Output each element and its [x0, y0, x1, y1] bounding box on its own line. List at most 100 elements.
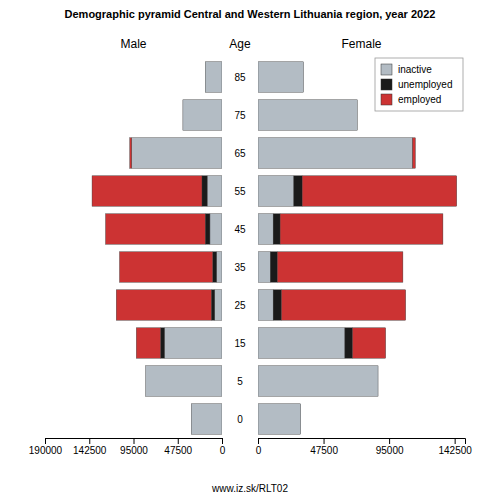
bar-segment	[182, 100, 183, 130]
bar-segment	[161, 328, 165, 358]
bar-segment	[207, 176, 222, 206]
bar-segment	[205, 62, 222, 92]
bar-segment	[258, 404, 301, 434]
bar-segment	[191, 404, 222, 434]
bar-segment	[357, 100, 358, 130]
bar-segment	[211, 290, 214, 320]
legend-label: employed	[398, 94, 441, 105]
age-label: 5	[237, 376, 243, 387]
legend: inactive unemployed employed	[375, 58, 463, 111]
bar-segment	[258, 62, 304, 92]
bar-segment	[205, 214, 210, 244]
tick-label: 190000	[29, 445, 63, 456]
x-axis: 0 47500 95000 142500 190000	[29, 438, 226, 456]
column-header: Female	[341, 37, 381, 51]
bar-segment	[303, 62, 304, 92]
bar-segment	[303, 62, 304, 92]
column-header: Age	[229, 37, 251, 51]
tick-mark	[45, 438, 46, 444]
bar-segment	[300, 404, 301, 434]
bar-segment	[182, 100, 183, 130]
tick-label: 142500	[73, 445, 107, 456]
legend-label: unemployed	[398, 79, 452, 90]
bar-segment	[300, 404, 301, 434]
bar-segment	[280, 214, 443, 244]
tick-label: 142500	[438, 445, 472, 456]
bar-segment	[357, 100, 358, 130]
title: Demographic pyramid Central and Western …	[65, 8, 436, 20]
bar-segment	[136, 328, 160, 358]
age-label: 55	[234, 186, 246, 197]
bar-segment	[258, 252, 270, 282]
bar-segment	[258, 214, 273, 244]
bar-segment	[378, 366, 379, 396]
tick-mark	[178, 438, 179, 444]
legend-label: inactive	[398, 64, 432, 75]
legend-item: inactive	[381, 64, 432, 75]
age-label: 15	[234, 338, 246, 349]
tick: 0	[220, 438, 226, 456]
tick: 190000	[29, 438, 63, 456]
tick: 142500	[73, 438, 107, 456]
age-labels: 051525354555657585	[234, 72, 246, 425]
tick-label: 47500	[310, 445, 338, 456]
bar-segment	[183, 100, 222, 130]
legend-swatch	[381, 94, 392, 105]
bar-segment	[205, 62, 206, 92]
tick: 142500	[438, 438, 472, 456]
bar-segment	[202, 176, 207, 206]
legend-item: unemployed	[381, 79, 452, 90]
bar-segment	[258, 366, 378, 396]
axis-line	[46, 439, 223, 445]
bar-segment	[213, 252, 217, 282]
tick: 47500	[164, 438, 192, 456]
bar-segment	[258, 290, 273, 320]
tick-mark	[324, 438, 325, 444]
bar-segment	[164, 328, 222, 358]
legend-item: employed	[381, 94, 441, 105]
axis-line	[259, 439, 466, 445]
age-label: 75	[234, 110, 246, 121]
age-label: 0	[237, 414, 243, 425]
tick-mark	[89, 438, 90, 444]
bar-segment	[205, 62, 206, 92]
bars	[258, 62, 457, 434]
bar-segment	[294, 176, 302, 206]
chart: Demographic pyramid Central and Western …	[0, 0, 500, 500]
tick-label: 0	[220, 445, 226, 456]
bar-segment	[191, 404, 192, 434]
tick-mark	[134, 438, 135, 444]
legend-swatch	[381, 79, 392, 90]
tick: 95000	[376, 438, 404, 456]
legend-frame	[375, 58, 463, 111]
bar-segment	[132, 138, 222, 168]
age-label: 85	[234, 72, 246, 83]
age-label: 25	[234, 300, 246, 311]
bar-segment	[258, 138, 413, 168]
age-label: 65	[234, 148, 246, 159]
bar-segment	[130, 138, 132, 168]
bar-segment	[302, 176, 457, 206]
tick-mark	[258, 438, 259, 444]
tick: 95000	[120, 438, 148, 456]
bar-segment	[215, 290, 222, 320]
bar-segment	[273, 290, 281, 320]
bar-segment	[273, 214, 280, 244]
bar-segment	[413, 138, 416, 168]
bar-segment	[120, 252, 213, 282]
bar-segment	[258, 176, 294, 206]
bar-segment	[277, 252, 403, 282]
bars	[92, 62, 222, 434]
bar-segment	[106, 214, 206, 244]
bar-segment	[345, 328, 353, 358]
legend-swatch	[381, 64, 392, 75]
footer: www.iz.sk/RLT02	[211, 483, 288, 494]
bar-segment	[191, 404, 192, 434]
bar-segment	[116, 290, 211, 320]
bar-segment	[258, 328, 345, 358]
tick-mark	[222, 438, 223, 444]
tick-label: 95000	[376, 445, 404, 456]
age-label: 35	[234, 262, 246, 273]
bar-segment	[353, 328, 386, 358]
tick-mark	[455, 438, 456, 444]
